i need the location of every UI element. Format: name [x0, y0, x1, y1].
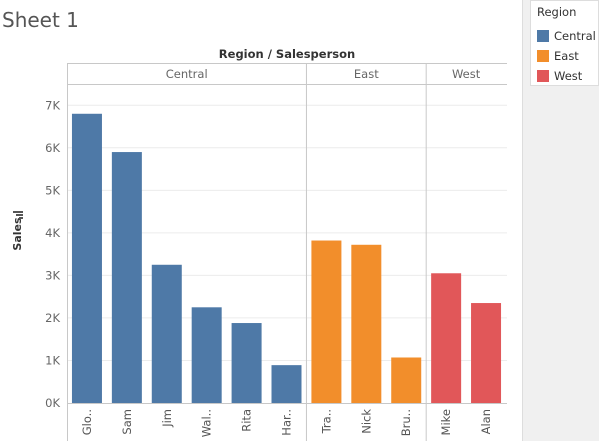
group-header-central: Central	[166, 67, 208, 81]
x-tick-label: Mike	[439, 409, 453, 435]
x-tick-label: Rita	[240, 409, 254, 432]
x-tick-label: Jim	[160, 409, 174, 428]
legend-label-west: West	[554, 69, 583, 83]
sort-icon-bar	[16, 214, 23, 216]
x-tick-label: Tra..	[319, 409, 333, 434]
bar-east-1[interactable]	[351, 244, 382, 403]
sort-icon[interactable]	[13, 211, 23, 219]
y-tick-label: 3K	[45, 268, 60, 282]
bar-west-1[interactable]	[471, 303, 502, 403]
bar-central-3[interactable]	[191, 307, 222, 403]
y-tick-label: 1K	[45, 353, 60, 367]
x-tick-label: Nick	[359, 409, 373, 434]
chart-area: Sheet 1 Region / Salesperson 0K 1K 2K 3K 4K 5K…	[2, 8, 507, 441]
y-tick-label: 5K	[45, 183, 60, 197]
x-tick-label: Glo..	[80, 409, 94, 435]
group-header-east: East	[354, 67, 379, 81]
bar-central-0[interactable]	[71, 113, 102, 404]
bar-central-5[interactable]	[271, 365, 302, 403]
bar-central-1[interactable]	[111, 152, 142, 403]
legend-label-east: East	[554, 49, 579, 63]
y-tick-label: 4K	[45, 226, 60, 240]
y-axis-title: Sales	[11, 217, 24, 251]
legend-title: Region	[537, 5, 577, 19]
legend-item-east[interactable]: East	[536, 49, 599, 65]
bar-east-2[interactable]	[391, 357, 422, 403]
y-tick-label: 7K	[45, 98, 60, 112]
x-tick-label: Har..	[280, 409, 294, 436]
legend-label-central: Central	[554, 29, 596, 43]
sheet-title: Sheet 1	[2, 8, 79, 32]
bar-east-0[interactable]	[311, 240, 342, 403]
bar-west-0[interactable]	[431, 273, 462, 403]
group-header-west: West	[452, 67, 481, 81]
legend-item-central[interactable]: Central	[536, 29, 599, 45]
legend-swatch-west	[537, 70, 549, 82]
bar-chart: Region / Salesperson 0K 1K 2K 3K 4K 5K 6K 7K Sale…	[11, 47, 507, 441]
bar-central-4[interactable]	[231, 323, 262, 403]
x-tick-label: Sam	[120, 409, 134, 435]
x-tick-label: Alan	[479, 409, 493, 434]
x-tick-label: Wal..	[200, 409, 214, 437]
bar-central-2[interactable]	[151, 264, 182, 403]
y-tick-label: 2K	[45, 311, 60, 325]
legend-swatch-east	[537, 50, 549, 62]
y-tick-label: 6K	[45, 141, 60, 155]
legend-item-west[interactable]: West	[536, 69, 599, 85]
chart-title: Region / Salesperson	[219, 47, 355, 61]
sort-icon-bar	[19, 217, 23, 219]
sort-icon-bar	[13, 211, 23, 213]
legend-swatch-central	[537, 30, 549, 42]
x-tick-label: Bru..	[399, 409, 413, 436]
y-tick-label: 0K	[45, 396, 60, 410]
color-legend[interactable]: Region Central East West	[530, 0, 599, 86]
